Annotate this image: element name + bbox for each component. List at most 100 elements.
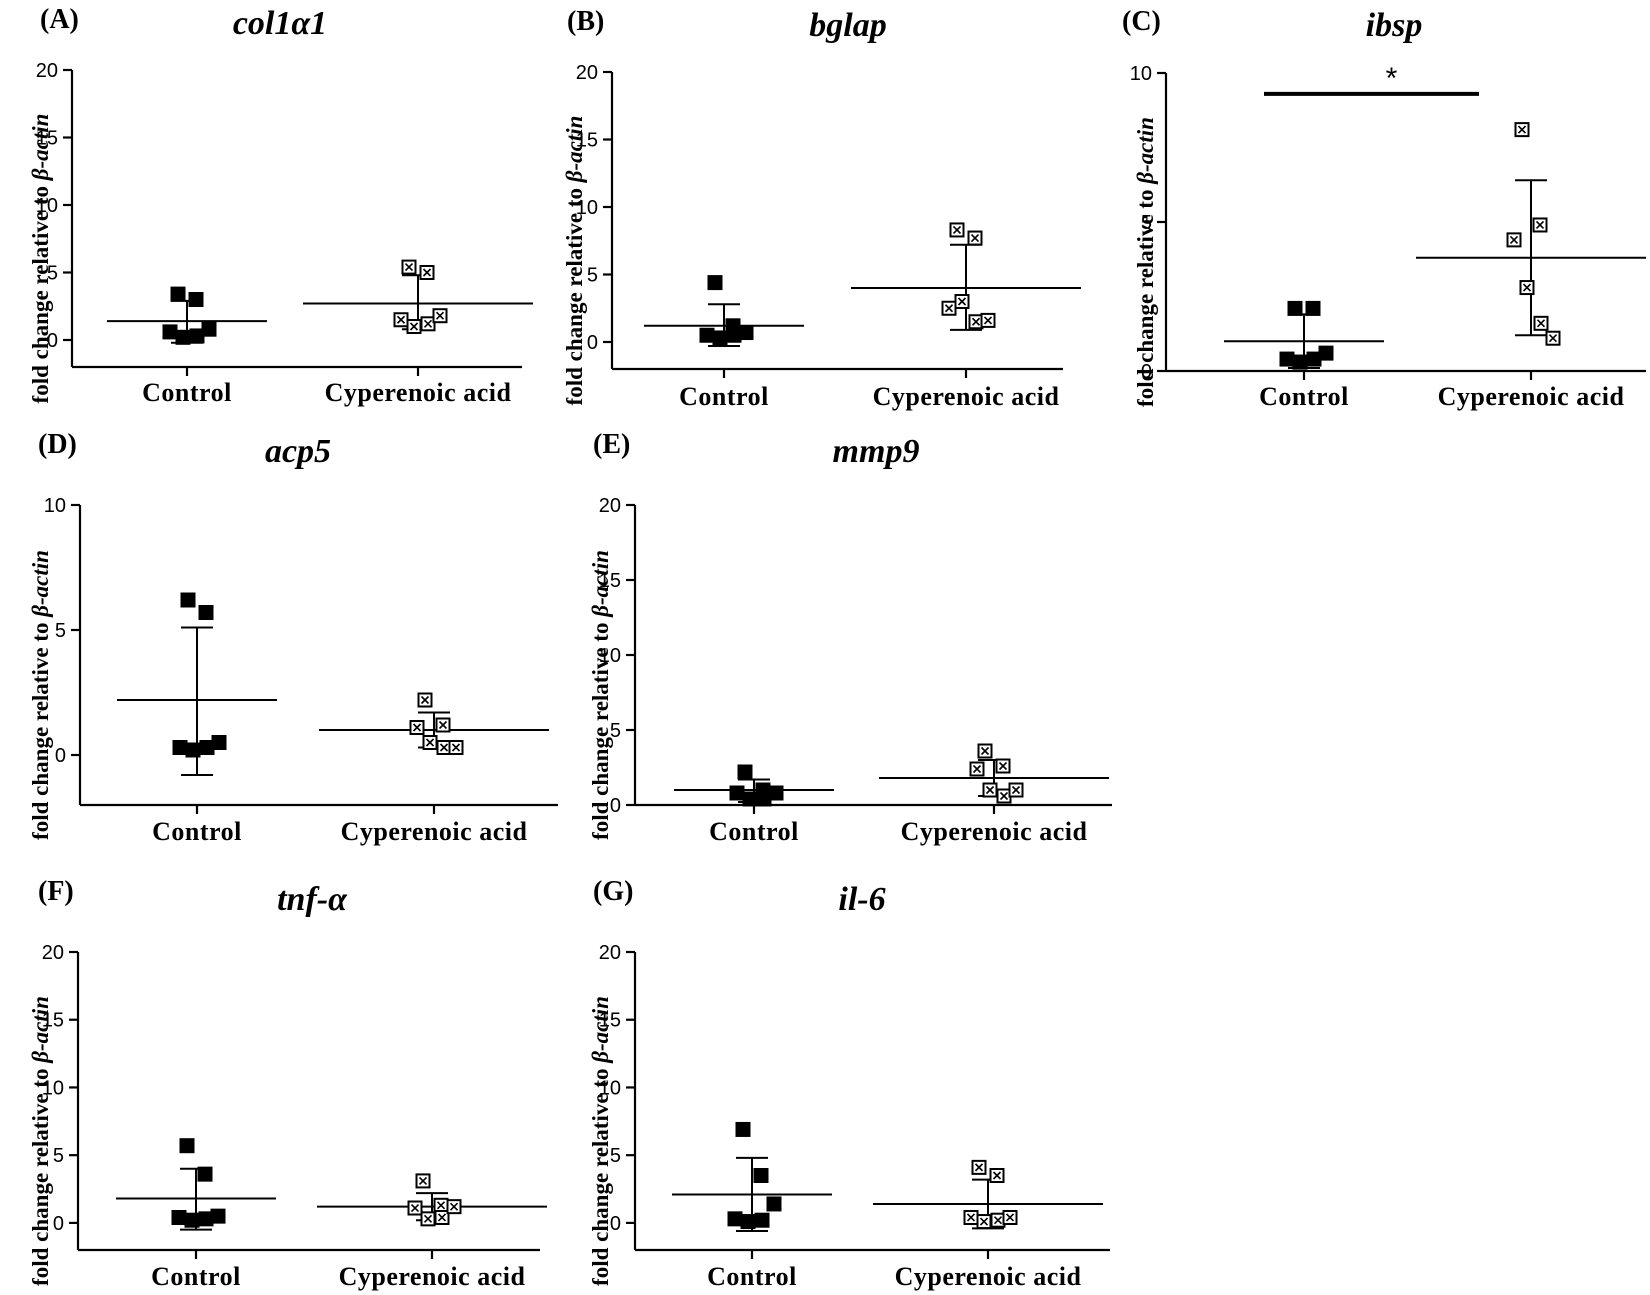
x-category-label: Control: [709, 817, 799, 846]
data-point: [1545, 330, 1561, 346]
y-tick-label: 0: [47, 330, 58, 352]
y-axis-label-prefix: fold change relative to: [562, 182, 587, 405]
y-tick-label: 5: [610, 1145, 621, 1167]
data-point-marker: [766, 1196, 782, 1212]
data-point-cross: [999, 791, 1009, 801]
data-point-marker: [185, 742, 201, 758]
data-point-marker: [735, 1121, 751, 1137]
data-point: [941, 300, 957, 316]
data-point: [735, 1121, 751, 1137]
data-point-cross: [425, 738, 435, 747]
data-point-marker: [162, 324, 178, 340]
data-point-cross: [983, 316, 993, 325]
data-point-cross: [998, 761, 1008, 771]
x-category-label: Control: [142, 378, 232, 407]
y-axis-label-prefix: fold change relative to: [28, 1063, 53, 1286]
data-point-cross: [420, 695, 430, 705]
data-point: [1519, 280, 1535, 296]
data-point-cross: [422, 268, 432, 277]
y-axis-label: fold change relative to β-actin: [1133, 117, 1158, 407]
data-point: [971, 1159, 987, 1175]
data-point: [433, 1197, 449, 1213]
y-axis-label-prefix: fold change relative to: [588, 1063, 613, 1286]
data-point: [420, 316, 436, 332]
y-tick-label: 10: [36, 195, 58, 217]
data-point: [995, 758, 1011, 774]
data-point-marker: [738, 325, 754, 341]
data-point-marker: [1305, 300, 1321, 316]
chart-title: tnf-α: [277, 881, 348, 918]
data-point: [188, 292, 204, 307]
data-point: [170, 286, 186, 302]
data-point: [989, 1168, 1005, 1183]
data-point-cross: [418, 1176, 428, 1185]
y-tick-label: 10: [599, 645, 621, 667]
data-point-cross: [449, 1202, 459, 1211]
data-point: [1292, 354, 1308, 370]
data-point-cross: [992, 1171, 1002, 1180]
data-point: [211, 735, 227, 750]
data-point: [409, 720, 425, 735]
data-point-marker: [737, 764, 753, 780]
y-tick-label: 10: [576, 197, 598, 219]
x-category-label: Cyperenoic acid: [341, 817, 528, 846]
data-point: [982, 782, 998, 798]
y-axis-label: fold change relative to β-actin: [562, 116, 587, 406]
data-point-cross: [439, 743, 449, 752]
data-point: [415, 1173, 431, 1189]
data-point-cross: [974, 1163, 984, 1172]
data-point-marker: [756, 791, 772, 807]
y-tick-label: 15: [42, 1010, 64, 1032]
data-point: [1533, 315, 1549, 331]
x-category-label: Control: [151, 1262, 241, 1291]
chart-title: mmp9: [833, 433, 920, 470]
y-axis-label: fold change relative to β-actin: [28, 550, 53, 840]
data-point-cross: [957, 297, 967, 306]
data-point-cross: [993, 1216, 1003, 1225]
y-axis-label: fold change relative to β-actin: [28, 114, 53, 404]
y-tick-label: 0: [55, 745, 66, 767]
y-tick-label: 15: [599, 1010, 621, 1032]
data-point: [1279, 351, 1295, 367]
data-point-marker: [729, 785, 745, 801]
data-point: [189, 328, 205, 344]
data-point: [198, 605, 214, 620]
data-point-marker: [201, 321, 217, 337]
data-point-cross: [972, 764, 982, 774]
y-tick-label: 10: [44, 495, 66, 517]
y-tick-label: 15: [576, 130, 598, 152]
x-category-label: Control: [679, 382, 769, 411]
panel-label: (E): [593, 429, 630, 460]
y-tick-label: 0: [53, 1213, 64, 1235]
data-point-marker: [768, 785, 784, 801]
y-tick-label: 0: [610, 795, 621, 817]
panel-label: (C): [1122, 6, 1161, 37]
data-point-marker: [740, 1214, 756, 1230]
y-axis-label-gene: β-actin: [28, 114, 53, 182]
data-point-marker: [1292, 354, 1308, 370]
data-point-marker: [754, 1212, 770, 1228]
data-point-cross: [412, 723, 422, 732]
significance-star: *: [1386, 62, 1398, 95]
y-tick-label: 10: [599, 1077, 621, 1099]
data-point: [969, 761, 985, 777]
data-point-marker: [189, 328, 205, 344]
data-point: [980, 312, 996, 328]
data-point-marker: [699, 327, 715, 343]
data-point-cross: [396, 315, 406, 324]
y-tick-label: 5: [55, 620, 66, 642]
y-tick-label: 5: [47, 263, 58, 285]
data-point: [201, 321, 217, 337]
data-point: [210, 1208, 226, 1224]
y-axis-label-gene: β-actin: [28, 996, 53, 1064]
data-point-cross: [435, 311, 445, 320]
data-point-marker: [179, 1138, 195, 1154]
data-point: [977, 743, 993, 759]
data-point: [198, 1211, 214, 1227]
x-category-label: Cyperenoic acid: [325, 378, 512, 407]
data-point: [162, 324, 178, 340]
data-point-cross: [952, 225, 962, 235]
chart-title: bglap: [809, 7, 886, 44]
